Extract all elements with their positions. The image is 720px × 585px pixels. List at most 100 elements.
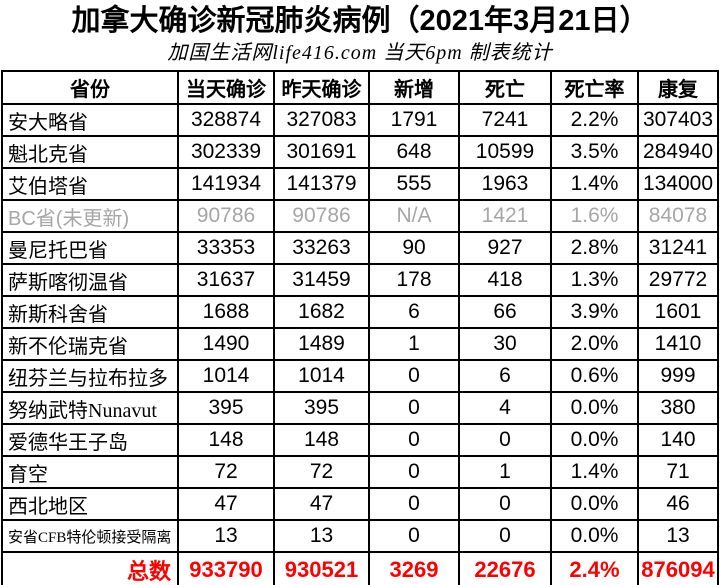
cell-today: 395 — [177, 391, 275, 425]
cell-deaths: 418 — [458, 263, 552, 297]
page-subtitle: 加国生活网life416.com 当天6pm 制表统计 — [167, 42, 553, 64]
province-name: 萨斯喀彻温省 — [1, 263, 179, 297]
cell-deaths: 1421 — [458, 199, 552, 233]
covid-stats-table: 省份 当天确诊 昨天确诊 新增 死亡 死亡率 康复 安大略省 328874 32… — [1, 70, 719, 585]
cell-recovered: 31241 — [637, 231, 719, 265]
cell-recovered: 13 — [637, 519, 719, 553]
table-row-yukon: 育空 72 72 0 1 1.4% 71 — [1, 455, 719, 489]
province-name: 安大略省 — [1, 103, 179, 137]
province-name: 西北地区 — [1, 487, 179, 521]
cell-yesterday: 1489 — [273, 327, 370, 361]
cell-deaths: 4 — [458, 391, 552, 425]
table-header-row: 省份 当天确诊 昨天确诊 新增 死亡 死亡率 康复 — [1, 70, 719, 105]
province-name: 艾伯塔省 — [1, 167, 179, 201]
table-row-pei: 爱德华王子岛 148 148 0 0 0.0% 140 — [1, 423, 719, 457]
cell-deaths: 6 — [458, 359, 552, 393]
cell-deaths: 10599 — [458, 135, 552, 169]
cell-yesterday: 1682 — [273, 295, 370, 329]
province-name: 育空 — [1, 455, 179, 489]
cell-recovered: 1601 — [637, 295, 719, 329]
province-name: 新斯科舍省 — [1, 295, 179, 329]
col-header-today: 当天确诊 — [177, 70, 275, 105]
cell-death-rate-total: 2.4% — [550, 551, 639, 585]
cell-new: N/A — [368, 199, 460, 233]
table-row-bc-not-updated: BC省(未更新) 90786 90786 N/A 1421 1.6% 84078 — [1, 199, 719, 233]
cell-new: 0 — [368, 519, 460, 553]
cell-today: 33353 — [177, 231, 275, 265]
cell-death-rate: 0.0% — [550, 391, 639, 425]
table-row-northwest-territories: 西北地区 47 47 0 0 0.0% 46 — [1, 487, 719, 521]
cell-yesterday: 31459 — [273, 263, 370, 297]
province-name: 爱德华王子岛 — [1, 423, 179, 457]
cell-today: 141934 — [177, 167, 275, 201]
cell-death-rate: 1.6% — [550, 199, 639, 233]
cell-recovered: 380 — [637, 391, 719, 425]
cell-today: 302339 — [177, 135, 275, 169]
table-row-nunavut: 努纳武特Nunavut 395 395 0 4 0.0% 380 — [1, 391, 719, 425]
total-label: 总数 — [1, 551, 179, 585]
cell-death-rate: 1.4% — [550, 455, 639, 489]
cell-yesterday-total: 930521 — [273, 551, 370, 585]
table-row-alberta: 艾伯塔省 141934 141379 555 1963 1.4% 134000 — [1, 167, 719, 201]
cell-death-rate: 0.0% — [550, 519, 639, 553]
cell-new: 555 — [368, 167, 460, 201]
cell-death-rate: 0.0% — [550, 487, 639, 521]
cell-deaths: 1 — [458, 455, 552, 489]
cell-new: 90 — [368, 231, 460, 265]
cell-yesterday: 33263 — [273, 231, 370, 265]
cell-yesterday: 327083 — [273, 103, 370, 137]
cell-new: 0 — [368, 423, 460, 457]
cell-yesterday: 301691 — [273, 135, 370, 169]
table-row-saskatchewan: 萨斯喀彻温省 31637 31459 178 418 1.3% 29772 — [1, 263, 719, 297]
cell-death-rate: 2.2% — [550, 103, 639, 137]
cell-recovered: 999 — [637, 359, 719, 393]
province-name: 纽芬兰与拉布拉多 — [1, 359, 179, 393]
cell-death-rate: 1.3% — [550, 263, 639, 297]
col-header-yesterday: 昨天确诊 — [273, 70, 370, 105]
cell-death-rate: 2.8% — [550, 231, 639, 265]
cell-death-rate: 3.5% — [550, 135, 639, 169]
province-name: BC省(未更新) — [1, 199, 179, 233]
cell-new: 178 — [368, 263, 460, 297]
cell-today: 1490 — [177, 327, 275, 361]
cell-today-total: 933790 — [177, 551, 275, 585]
cell-new: 0 — [368, 455, 460, 489]
cell-new: 1791 — [368, 103, 460, 137]
cell-yesterday: 47 — [273, 487, 370, 521]
cell-deaths: 66 — [458, 295, 552, 329]
cell-deaths: 927 — [458, 231, 552, 265]
cell-new-total: 3269 — [368, 551, 460, 585]
col-header-province: 省份 — [1, 70, 179, 105]
table-row-manitoba: 曼尼托巴省 33353 33263 90 927 2.8% 31241 — [1, 231, 719, 265]
cell-deaths: 0 — [458, 487, 552, 521]
page-title: 加拿大确诊新冠肺炎病例（2021年3月21日） — [71, 5, 649, 37]
table-row-cfb-trenton: 安省CFB特伦顿接受隔离 13 13 0 0 0.0% 13 — [1, 519, 719, 553]
table-row-total: 总数 933790 930521 3269 22676 2.4% 876094 — [1, 551, 719, 585]
cell-recovered: 134000 — [637, 167, 719, 201]
cell-recovered: 140 — [637, 423, 719, 457]
cell-yesterday: 395 — [273, 391, 370, 425]
table-row-nova-scotia: 新斯科舍省 1688 1682 6 66 3.9% 1601 — [1, 295, 719, 329]
cell-recovered-total: 876094 — [637, 551, 719, 585]
cell-today: 31637 — [177, 263, 275, 297]
cell-recovered: 29772 — [637, 263, 719, 297]
province-name: 努纳武特Nunavut — [1, 391, 179, 425]
cell-deaths: 7241 — [458, 103, 552, 137]
cell-new: 0 — [368, 359, 460, 393]
cell-recovered: 1410 — [637, 327, 719, 361]
cell-yesterday: 141379 — [273, 167, 370, 201]
col-header-recovered: 康复 — [637, 70, 719, 105]
cell-yesterday: 1014 — [273, 359, 370, 393]
cell-death-rate: 0.6% — [550, 359, 639, 393]
cell-today: 1014 — [177, 359, 275, 393]
cell-today: 13 — [177, 519, 275, 553]
cell-recovered: 307403 — [637, 103, 719, 137]
province-name: 魁北克省 — [1, 135, 179, 169]
province-name: 曼尼托巴省 — [1, 231, 179, 265]
cell-recovered: 71 — [637, 455, 719, 489]
col-header-new: 新增 — [368, 70, 460, 105]
cell-today: 90786 — [177, 199, 275, 233]
cell-death-rate: 2.0% — [550, 327, 639, 361]
cell-death-rate: 1.4% — [550, 167, 639, 201]
